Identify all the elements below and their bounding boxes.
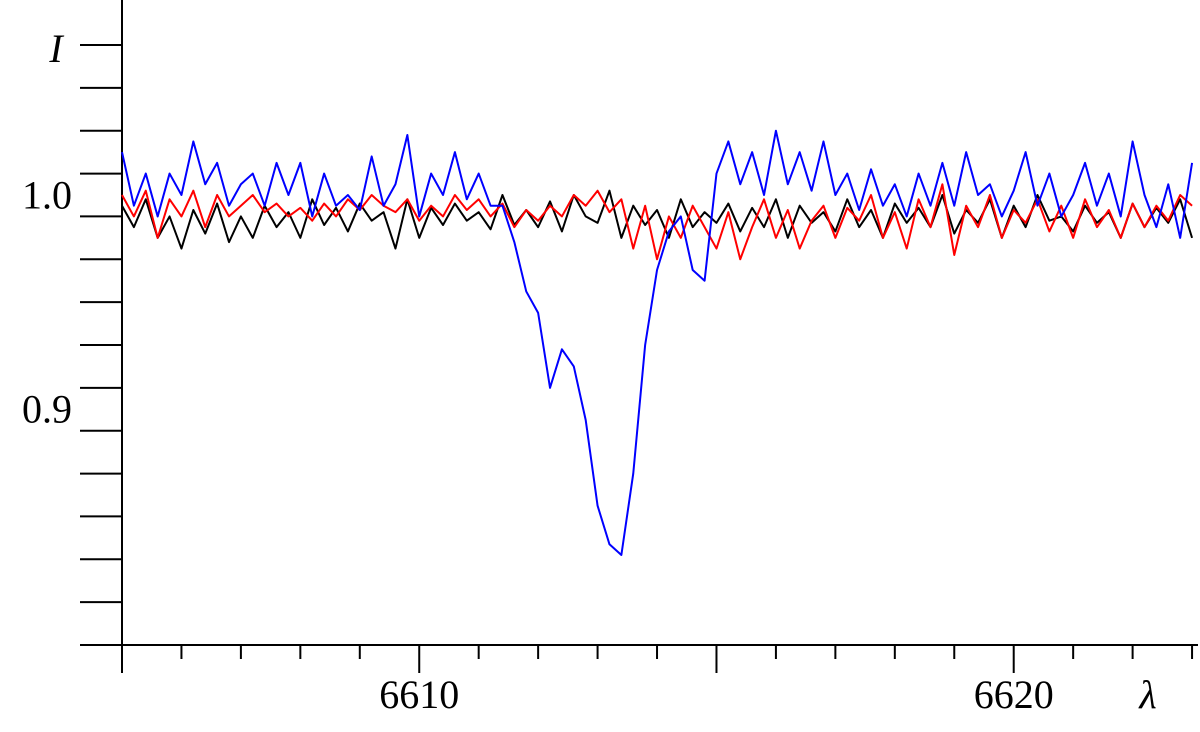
spectrum-line	[121, 183, 1193, 261]
spectrum-line	[121, 189, 1194, 250]
spectrum-line	[121, 129, 1194, 556]
y-axis-label: I	[48, 26, 64, 71]
x-tick-label: 6620	[974, 672, 1054, 717]
y-tick-label: 1.0	[22, 172, 72, 217]
y-tick-label: 0.9	[22, 387, 72, 432]
x-tick-label: 6610	[379, 672, 459, 717]
x-axis-label: λ	[1138, 672, 1156, 717]
